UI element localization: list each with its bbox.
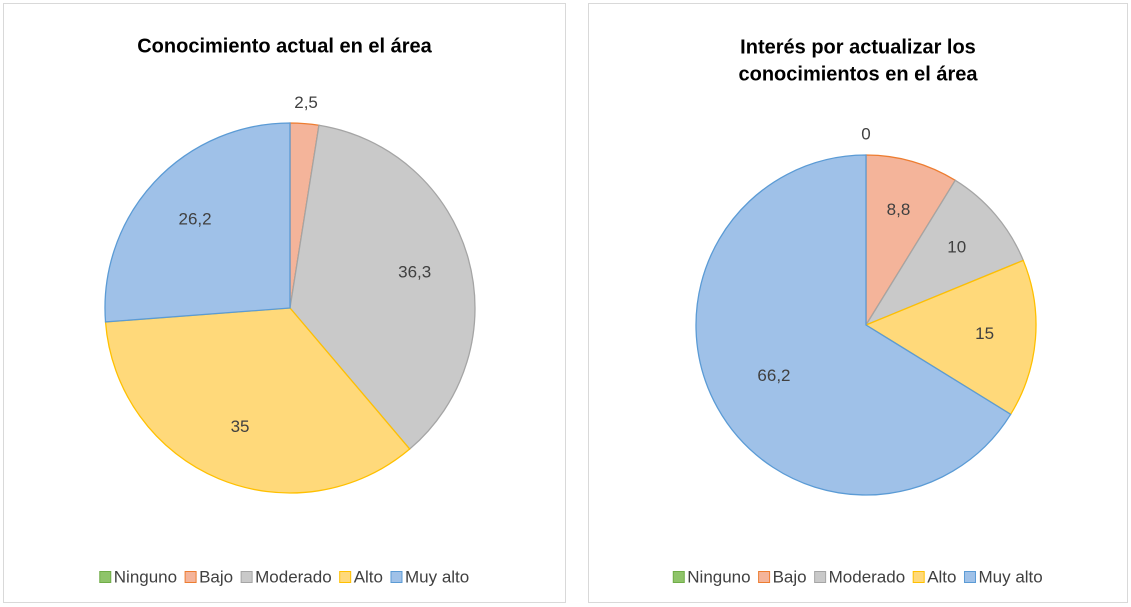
data-label: 66,2: [757, 366, 790, 385]
legend-swatch: [390, 571, 403, 583]
data-label: 10: [947, 237, 966, 256]
legend-swatch: [339, 571, 352, 583]
data-label: 36,3: [398, 263, 431, 282]
data-label: 35: [231, 417, 250, 436]
data-label: 8,8: [887, 200, 911, 219]
legend-swatch: [672, 571, 685, 583]
data-label: 15: [975, 324, 994, 343]
legend-swatch: [758, 571, 771, 583]
legend-label: Muy alto: [405, 567, 469, 586]
legend-swatch: [99, 571, 112, 583]
chart-title: Conocimiento actual en el área: [137, 35, 432, 57]
legend-swatch: [912, 571, 925, 583]
legend-swatch: [814, 571, 827, 583]
legend-label: Moderado: [255, 567, 332, 586]
data-label: 26,2: [178, 209, 211, 228]
pie-slice: [104, 307, 411, 494]
pie-slice: [864, 179, 1025, 327]
legend-label: Alto: [354, 567, 383, 586]
pie-slice: [865, 154, 957, 328]
legend-label: Alto: [927, 567, 956, 586]
legend-label: Muy alto: [978, 567, 1042, 586]
pie-slice: [104, 122, 291, 323]
chart-title: conocimientos en el área: [739, 63, 979, 85]
legend-swatch: [963, 571, 976, 583]
pie-slice: [695, 154, 1012, 496]
legend-label: Ninguno: [114, 567, 177, 586]
pie-slice: [864, 259, 1037, 416]
chart-title: Interés por actualizar los: [740, 36, 976, 58]
legend-swatch: [240, 571, 253, 583]
pie-slice: [289, 124, 476, 450]
legend-label: Bajo: [773, 567, 807, 586]
legend-label: Moderado: [829, 567, 906, 586]
legend-label: Bajo: [199, 567, 233, 586]
legend-label: Ninguno: [687, 567, 750, 586]
data-label: 2,5: [294, 93, 318, 112]
data-label: 0: [861, 124, 870, 143]
legend-swatch: [184, 571, 197, 583]
